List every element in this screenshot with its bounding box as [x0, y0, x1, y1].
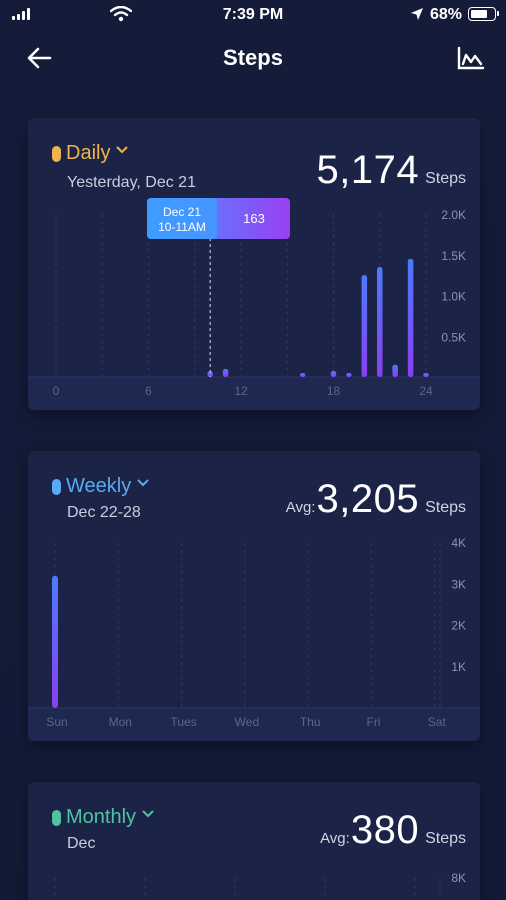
daily-bar	[361, 275, 368, 377]
monthly-period-selector[interactable]: Monthly	[52, 806, 154, 829]
back-arrow-icon[interactable]	[26, 45, 54, 71]
weekly-date: Dec 22-28	[67, 504, 141, 521]
daily-xtick: 6	[145, 384, 152, 398]
daily-bar	[377, 266, 383, 377]
weekly-xtick: Wed	[235, 715, 259, 729]
battery-icon	[468, 7, 499, 21]
weekly-xtick: Mon	[109, 715, 132, 729]
tooltip-value: 163	[243, 211, 265, 226]
daily-total: 5,174 Steps	[316, 148, 466, 193]
daily-bar	[407, 258, 414, 377]
weekly-card[interactable]: Weekly Dec 22-28 Avg: 3,205 Steps 1K 2K 3K…	[28, 451, 480, 741]
monthly-average: Avg: 380 Steps	[320, 808, 466, 853]
tooltip-date-area	[147, 198, 217, 239]
weekly-xtick: Tues	[170, 715, 196, 729]
monthly-date: Dec	[67, 835, 96, 852]
weekly-avg-value: 3,205	[316, 477, 420, 521]
weekly-xtick: Thu	[300, 715, 321, 729]
daily-bar	[299, 373, 306, 377]
daily-bar	[222, 368, 229, 377]
monthly-avg-label: Avg:	[320, 830, 350, 847]
weekly-bar	[52, 575, 58, 708]
chevron-down-icon	[142, 809, 154, 817]
daily-xtick: 18	[327, 384, 341, 398]
monthly-ytick: 8K	[451, 871, 466, 885]
chevron-down-icon	[116, 145, 129, 153]
weekly-avg-unit: Steps	[425, 499, 466, 516]
weekly-avg-label: Avg:	[285, 499, 316, 516]
weekly-period-selector[interactable]: Weekly	[52, 475, 149, 498]
monthly-chart[interactable]: 8K	[28, 782, 480, 900]
daily-ytick: 1.0K	[441, 290, 466, 304]
weekly-xtick: Sun	[46, 715, 67, 729]
status-time: 7:39 PM	[222, 6, 284, 23]
daily-ytick: 2.0K	[441, 208, 466, 222]
daily-date: Yesterday, Dec 21	[67, 174, 196, 191]
page-title: Steps	[223, 45, 283, 70]
daily-pill-icon	[52, 145, 61, 162]
weekly-axis-band	[28, 708, 480, 741]
monthly-pill-icon	[52, 809, 61, 826]
daily-ytick: 1.5K	[441, 249, 466, 263]
daily-card[interactable]: Daily Yesterday, Dec 21 5,174 Steps 0.5K…	[28, 118, 480, 410]
weekly-average: Avg: 3,205 Steps	[286, 477, 466, 522]
daily-xtick: 12	[234, 384, 248, 398]
wifi-icon	[110, 6, 132, 22]
daily-bar	[346, 373, 352, 377]
battery-percent: 68%	[430, 6, 463, 23]
location-arrow-icon	[411, 8, 423, 20]
monthly-avg-value: 380	[350, 808, 420, 852]
weekly-ytick: 3K	[451, 577, 466, 591]
weekly-chart[interactable]: 1K 2K 3K 4K Sun Mon Tues Wed Thu Fri Sat	[28, 451, 480, 741]
weekly-ytick: 2K	[451, 619, 466, 633]
weekly-pill-icon	[52, 478, 61, 495]
nav-bar: Steps	[0, 36, 506, 80]
daily-bar	[392, 364, 398, 377]
daily-bar	[207, 371, 213, 377]
cell-signal-icon	[12, 8, 30, 20]
daily-total-value: 5,174	[316, 148, 420, 192]
trend-chart-icon[interactable]	[456, 45, 486, 71]
daily-period-selector[interactable]: Daily	[52, 142, 129, 165]
weekly-ytick: 4K	[451, 536, 466, 550]
daily-xtick: 24	[419, 384, 433, 398]
weekly-xtick: Sat	[428, 715, 447, 729]
monthly-label: Monthly	[66, 806, 137, 828]
monthly-avg-unit: Steps	[425, 830, 466, 847]
daily-xtick: 0	[53, 384, 60, 398]
weekly-xtick: Fri	[367, 715, 381, 729]
weekly-ytick: 1K	[451, 660, 466, 674]
tooltip-date: Dec 21	[163, 205, 201, 219]
daily-axis-band	[28, 377, 480, 410]
tooltip-range: 10-11AM	[158, 220, 206, 234]
chevron-down-icon	[137, 478, 149, 486]
daily-total-unit: Steps	[425, 170, 466, 187]
status-bar: 7:39 PM 68%	[0, 0, 506, 30]
monthly-card[interactable]: Monthly Dec Avg: 380 Steps 8K	[28, 782, 480, 900]
daily-ytick: 0.5K	[441, 330, 466, 344]
daily-label: Daily	[66, 142, 111, 164]
daily-bar	[330, 370, 337, 377]
daily-bar	[423, 373, 429, 377]
weekly-label: Weekly	[66, 475, 132, 497]
